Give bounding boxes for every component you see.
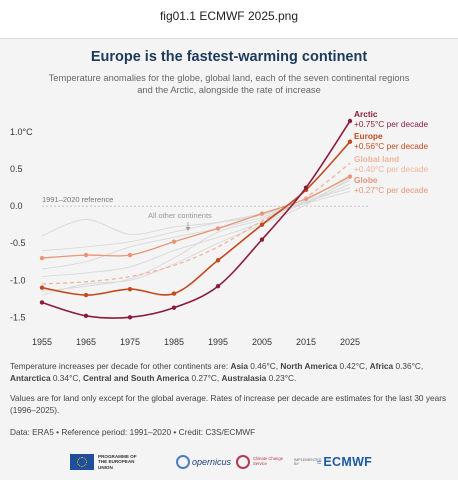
continent-rate: 0.23°C. bbox=[266, 372, 297, 383]
globe-point bbox=[127, 252, 133, 258]
figure-panel: Europe is the fastest-warming continent … bbox=[0, 39, 458, 480]
arctic-point bbox=[171, 305, 177, 310]
arctic-point bbox=[259, 237, 265, 242]
x-tick-label: 1955 bbox=[32, 337, 52, 347]
globe-point bbox=[347, 174, 353, 179]
reference-label: 1991–2020 reference bbox=[42, 195, 113, 204]
europe-point bbox=[83, 292, 89, 298]
copernicus-label: opernicus bbox=[192, 457, 232, 467]
other-continent-line bbox=[41, 179, 351, 270]
eu-logo[interactable]: PROGRAMME OF THE EUROPEAN UNION bbox=[70, 451, 144, 473]
europe-point bbox=[259, 222, 265, 227]
continent-rate: 0.27°C, bbox=[189, 372, 222, 383]
copernicus-logo[interactable]: opernicus bbox=[176, 451, 231, 473]
europe-point bbox=[39, 285, 45, 290]
continent-rate: 0.34°C, bbox=[50, 372, 83, 383]
globe-point bbox=[171, 239, 177, 244]
x-tick-label: 2005 bbox=[252, 337, 272, 347]
c3s-label: Climate Change Service bbox=[253, 456, 284, 466]
ecmwf-implemented-label: IMPLEMENTED BY bbox=[294, 457, 322, 466]
chart-subtitle: Temperature anomalies for the globe, glo… bbox=[48, 73, 410, 95]
y-tick-label: 0.5 bbox=[10, 164, 23, 174]
global-land-series-rate: +0.40°C per decade bbox=[354, 164, 429, 174]
copernicus-ring-icon bbox=[176, 455, 190, 469]
globe-series-rate: +0.27°C per decade bbox=[354, 185, 429, 195]
globe-point bbox=[215, 226, 221, 231]
global-land-series-name: Global land bbox=[354, 154, 399, 164]
window-titlebar: fig01.1 ECMWF 2025.png bbox=[0, 0, 458, 39]
europe-series-name: Europe bbox=[354, 131, 383, 141]
other-continent-line bbox=[41, 174, 351, 292]
c3s-logo[interactable]: Climate Change Service bbox=[236, 451, 285, 473]
arctic-point bbox=[83, 313, 89, 319]
globe-point bbox=[83, 252, 89, 258]
eu-programme-label: PROGRAMME OF THE EUROPEAN UNION bbox=[98, 454, 137, 470]
other-continent-line bbox=[41, 190, 351, 252]
y-tick-label: -0.5 bbox=[10, 238, 26, 248]
arctic-point bbox=[39, 300, 45, 305]
arctic-point bbox=[303, 185, 309, 190]
y-tick-label: -1.5 bbox=[10, 312, 26, 322]
globe-series-name: Globe bbox=[354, 175, 378, 185]
continent-name: Asia bbox=[230, 361, 248, 371]
line-chart: 1.0°C 0.5 0.0 -0.5 -1.0 -1.5 1955 1965 1975 1985 1… bbox=[10, 109, 429, 347]
continent-rates-note: Temperature increases per decade for oth… bbox=[10, 361, 450, 384]
ecmwf-mark-icon: ≈ bbox=[317, 457, 322, 467]
europe-point bbox=[171, 291, 177, 296]
continent-rate: 0.36°C, bbox=[393, 361, 424, 371]
europe-series-rate: +0.56°C per decade bbox=[354, 141, 429, 151]
continent-rate: 0.46°C, bbox=[247, 361, 281, 371]
globe-point bbox=[39, 255, 45, 261]
chart-title: Europe is the fastest-warming continent bbox=[90, 49, 368, 65]
x-tick-label: 1995 bbox=[208, 337, 228, 347]
continent-name: Africa bbox=[369, 361, 394, 371]
arctic-series-name: Arctic bbox=[354, 109, 378, 119]
methodology-note: Values are for land only except for the … bbox=[10, 393, 447, 415]
data-source: Data: ERA5 • Reference period: 1991–2020… bbox=[10, 427, 256, 437]
continent-name: Antarctica bbox=[10, 372, 51, 383]
globe-line bbox=[41, 176, 351, 259]
x-tick-label: 2015 bbox=[296, 337, 316, 347]
europe-point bbox=[347, 139, 353, 144]
arctic-point bbox=[127, 315, 133, 320]
continent-name: North America bbox=[280, 361, 338, 371]
europe-point bbox=[127, 286, 133, 292]
x-tick-label: 1985 bbox=[164, 337, 184, 347]
other-continents-label: All other continents bbox=[148, 211, 212, 220]
continent-rate: 0.42°C, bbox=[337, 361, 370, 371]
arctic-series-rate: +0.75°C per decade bbox=[354, 119, 429, 129]
ecmwf-logo[interactable]: IMPLEMENTED BY ≈ ECMWF bbox=[294, 451, 372, 473]
other-continent-line bbox=[41, 177, 351, 296]
continent-name: Central and South America bbox=[82, 372, 190, 383]
global-land-line bbox=[41, 162, 351, 285]
ecmwf-label: ECMWF bbox=[323, 455, 373, 469]
arctic-point bbox=[347, 118, 353, 124]
x-tick-label: 2025 bbox=[340, 337, 360, 347]
arctic-point bbox=[215, 283, 221, 289]
window-title: fig01.1 ECMWF 2025.png bbox=[159, 9, 299, 23]
other-continents-arrow-icon bbox=[185, 227, 191, 231]
europe-point bbox=[215, 258, 221, 263]
y-tick-label: 0.0 bbox=[10, 201, 23, 211]
y-tick-label: -1.0 bbox=[10, 275, 26, 285]
logo-strip: PROGRAMME OF THE EUROPEAN UNION opernicu… bbox=[70, 451, 390, 475]
x-tick-label: 1975 bbox=[120, 337, 140, 347]
x-tick-label: 1965 bbox=[76, 337, 96, 347]
c3s-ring-icon bbox=[236, 455, 250, 469]
eu-flag-icon bbox=[70, 454, 94, 470]
continent-rates-prefix: Temperature increases per decade for oth… bbox=[10, 361, 231, 371]
y-tick-label: 1.0°C bbox=[10, 127, 33, 137]
globe-point bbox=[259, 211, 265, 216]
continent-name: Australasia bbox=[221, 372, 267, 383]
